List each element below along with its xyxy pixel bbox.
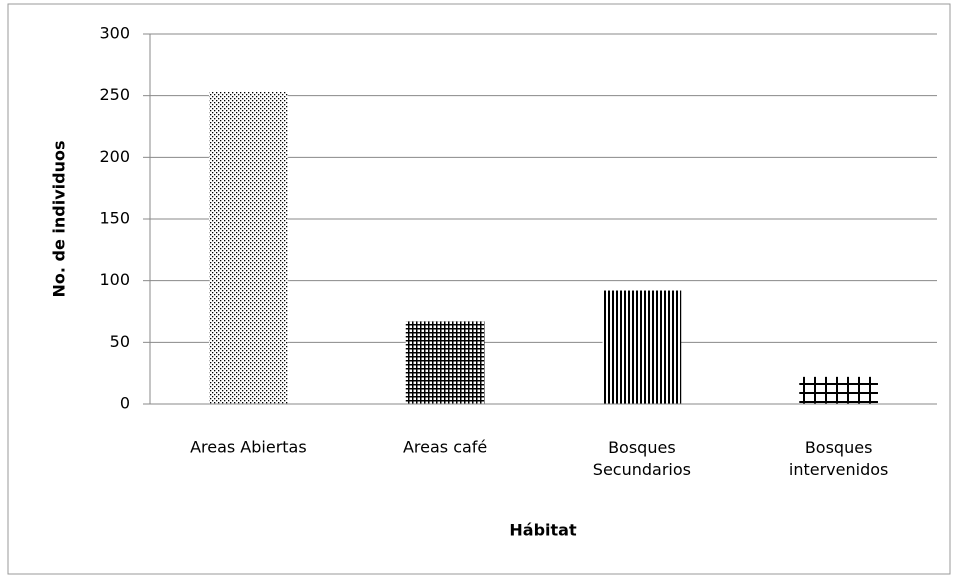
- x-tick-label: Areas café: [403, 438, 487, 457]
- frame: [7, 3, 951, 575]
- x-tick-label: Bosques Secundarios: [593, 438, 691, 479]
- y-axis-title: No. de individuos: [50, 141, 69, 298]
- bar: [405, 321, 485, 404]
- y-tick-label: 250: [99, 85, 130, 104]
- y-tick-label: 200: [99, 147, 130, 166]
- x-tick-label: Areas Abiertas: [190, 438, 307, 457]
- x-axis-title: Hábitat: [509, 521, 577, 540]
- bar: [799, 376, 878, 404]
- y-tick-label: 100: [99, 270, 130, 289]
- bar: [602, 290, 682, 404]
- y-tick-label: 150: [99, 209, 130, 228]
- y-tick-label: 0: [120, 394, 130, 413]
- bar: [209, 91, 288, 404]
- x-tick-label: Bosques intervenidos: [789, 438, 888, 479]
- y-tick-label: 300: [99, 24, 130, 43]
- y-tick-label: 50: [110, 332, 130, 351]
